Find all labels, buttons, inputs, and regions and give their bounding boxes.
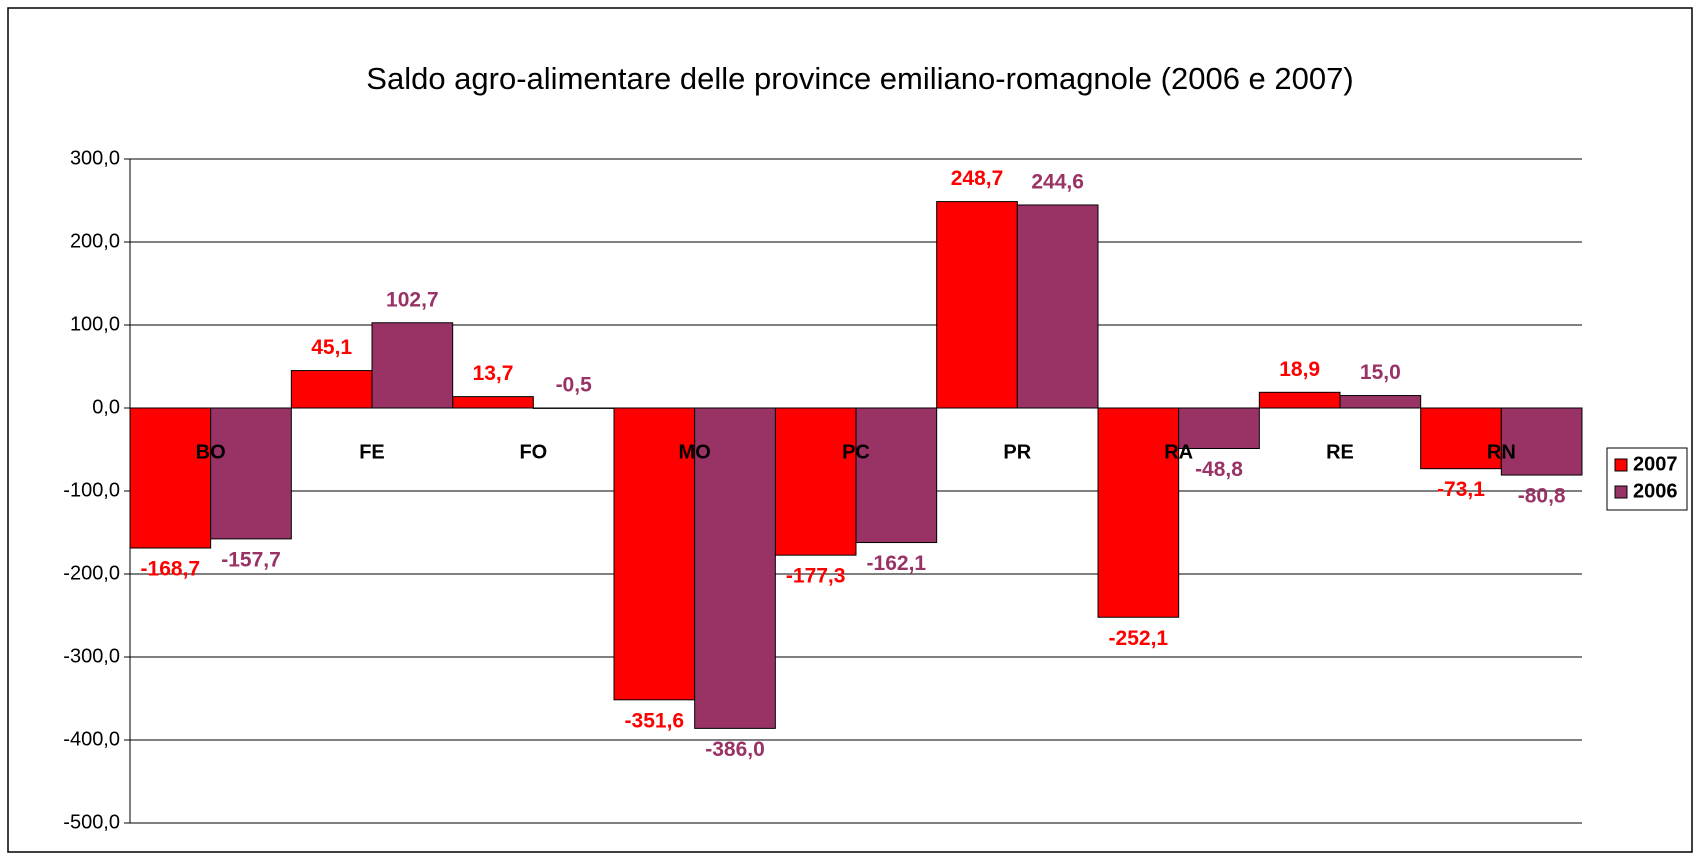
x-tick-label: BO [196,441,226,463]
y-tick-label: 0,0 [92,396,120,418]
value-label: 248,7 [951,167,1004,190]
x-tick-label: PR [1003,441,1031,463]
value-label: -252,1 [1109,627,1169,650]
bar [371,322,454,409]
value-label: -80,8 [1518,485,1566,508]
bar [694,407,776,729]
bar [1097,407,1180,618]
value-label: -351,6 [625,709,685,732]
y-tick-label: 100,0 [70,313,120,335]
value-label: -157,7 [221,548,281,571]
legend-swatch [1614,485,1628,499]
bar [936,201,1018,409]
value-label: -386,0 [705,738,765,761]
bar [1178,407,1260,450]
value-label: -177,3 [786,565,846,588]
value-label: 15,0 [1360,361,1401,384]
bar [774,407,857,556]
value-label: 18,9 [1279,358,1320,381]
value-label: 13,7 [473,362,514,385]
bar [855,407,938,544]
bar [613,407,696,701]
bar [210,407,292,540]
x-tick-label: RN [1487,441,1516,463]
chart-title: Saldo agro-alimentare delle province emi… [366,61,1353,96]
value-label: -73,1 [1437,478,1485,501]
y-tick-label: -100,0 [63,479,120,501]
bar [1420,407,1502,470]
legend-label: 2006 [1633,480,1678,502]
bar [1339,395,1422,409]
bar [452,396,534,409]
y-tick-label: -200,0 [63,562,120,584]
value-label: 244,6 [1031,171,1084,194]
y-tick-label: -500,0 [63,811,120,833]
bar [290,370,373,409]
y-tick-label: 200,0 [70,230,120,252]
bar [1016,204,1099,409]
legend-label: 2007 [1633,453,1678,475]
value-label: 45,1 [311,336,352,359]
bar [129,407,212,549]
bar [1258,391,1341,409]
value-label: -168,7 [141,558,201,581]
x-tick-label: RA [1164,441,1193,463]
y-tick-label: -400,0 [63,728,120,750]
legend-box [1606,447,1688,511]
x-tick-label: RE [1326,441,1354,463]
x-tick-label: MO [679,441,711,463]
x-tick-label: FO [519,441,547,463]
value-label: -48,8 [1195,458,1243,481]
x-tick-label: PC [842,441,870,463]
value-label: 102,7 [386,288,439,311]
bar [1500,407,1583,476]
x-tick-label: FE [359,441,385,463]
value-label: -162,1 [867,552,927,575]
y-tick-label: 300,0 [70,147,120,169]
legend-swatch [1614,458,1628,472]
y-tick-label: -300,0 [63,645,120,667]
value-label: -0,5 [556,374,593,397]
